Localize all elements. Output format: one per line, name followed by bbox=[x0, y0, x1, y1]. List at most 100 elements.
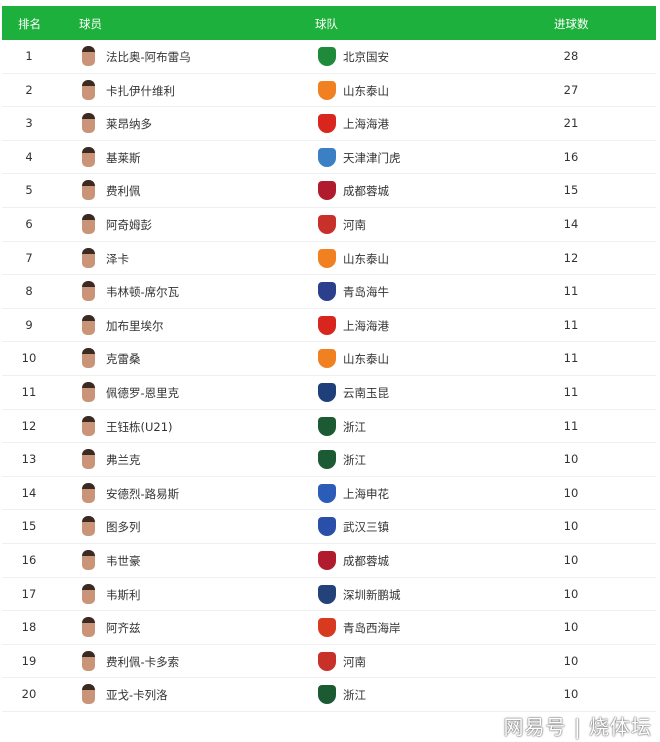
team-name: 浙江 bbox=[343, 453, 366, 468]
rank: 5 bbox=[25, 183, 33, 198]
goals: 27 bbox=[563, 82, 579, 97]
table-row: 12 王钰栋(U21) 浙江 11 bbox=[2, 410, 656, 444]
team-logo-icon bbox=[318, 483, 336, 503]
team-name: 上海海港 bbox=[343, 318, 389, 333]
rank: 7 bbox=[25, 250, 33, 265]
player-avatar-icon bbox=[82, 684, 95, 705]
goals: 21 bbox=[563, 116, 579, 131]
goals: 11 bbox=[563, 384, 579, 399]
goals: 10 bbox=[563, 552, 579, 567]
table-row: 1 法比奥-阿布雷乌 北京国安 28 bbox=[2, 40, 656, 74]
table-row: 4 基莱斯 天津津门虎 16 bbox=[2, 141, 656, 175]
team-logo-icon bbox=[318, 584, 336, 604]
player-name: 卡扎伊什维利 bbox=[106, 83, 175, 98]
team-name: 上海申花 bbox=[343, 486, 389, 501]
team-name: 青岛西海岸 bbox=[343, 621, 401, 636]
rank: 3 bbox=[25, 116, 33, 131]
table-row: 20 亚戈-卡列洛 浙江 10 bbox=[2, 678, 656, 712]
player-avatar-icon bbox=[82, 617, 95, 638]
player-avatar-icon bbox=[82, 381, 95, 402]
team-logo-icon bbox=[318, 618, 336, 638]
player-avatar-icon bbox=[82, 46, 95, 66]
header-rank: 排名 bbox=[18, 17, 41, 31]
team-logo-icon bbox=[318, 147, 336, 167]
goals: 11 bbox=[563, 284, 579, 299]
player-avatar-icon bbox=[82, 516, 95, 537]
team-name: 河南 bbox=[343, 217, 366, 232]
goals: 28 bbox=[563, 49, 579, 63]
team-name: 武汉三镇 bbox=[343, 520, 389, 535]
rank: 12 bbox=[21, 418, 37, 433]
player-name: 费利佩-卡多索 bbox=[106, 654, 180, 669]
player-name: 图多列 bbox=[106, 520, 141, 535]
table-row: 17 韦斯利 深圳新鹏城 10 bbox=[2, 578, 656, 612]
table-row: 7 泽卡 山东泰山 12 bbox=[2, 242, 656, 276]
rank: 15 bbox=[21, 519, 37, 534]
table-row: 5 费利佩 成都蓉城 15 bbox=[2, 174, 656, 208]
player-avatar-icon bbox=[82, 247, 95, 268]
goals: 11 bbox=[563, 351, 579, 366]
goals: 10 bbox=[563, 620, 579, 635]
player-avatar-icon bbox=[82, 348, 95, 369]
goals: 12 bbox=[563, 250, 579, 265]
goals: 10 bbox=[563, 687, 579, 702]
rank: 4 bbox=[25, 149, 33, 164]
table-row: 10 克雷桑 山东泰山 11 bbox=[2, 342, 656, 376]
player-name: 基莱斯 bbox=[106, 150, 141, 165]
goals: 16 bbox=[563, 149, 579, 164]
player-name: 克雷桑 bbox=[106, 352, 141, 367]
team-name: 山东泰山 bbox=[343, 83, 389, 98]
team-logo-icon bbox=[318, 248, 336, 268]
team-name: 成都蓉城 bbox=[343, 184, 389, 199]
player-name: 加布里埃尔 bbox=[106, 318, 164, 333]
player-name: 佩德罗-恩里克 bbox=[106, 385, 180, 400]
goals: 10 bbox=[563, 485, 579, 500]
team-name: 天津津门虎 bbox=[343, 150, 401, 165]
team-logo-icon bbox=[318, 181, 336, 201]
player-name: 阿奇姆彭 bbox=[106, 217, 152, 232]
rank: 13 bbox=[21, 452, 37, 467]
rank: 16 bbox=[21, 552, 37, 567]
table-row: 11 佩德罗-恩里克 云南玉昆 11 bbox=[2, 376, 656, 410]
goals: 15 bbox=[563, 183, 579, 198]
team-logo-icon bbox=[318, 315, 336, 335]
goals: 10 bbox=[563, 452, 579, 467]
player-avatar-icon bbox=[82, 449, 95, 470]
team-name: 山东泰山 bbox=[343, 251, 389, 266]
team-logo-icon bbox=[318, 450, 336, 470]
player-name: 法比奥-阿布雷乌 bbox=[106, 50, 191, 64]
table-row: 14 安德烈-路易斯 上海申花 10 bbox=[2, 477, 656, 511]
player-avatar-icon bbox=[82, 482, 95, 503]
player-name: 阿齐兹 bbox=[106, 621, 141, 636]
goals: 11 bbox=[563, 418, 579, 433]
player-avatar-icon bbox=[82, 583, 95, 604]
player-avatar-icon bbox=[82, 415, 95, 436]
rank: 18 bbox=[21, 620, 37, 635]
team-name: 北京国安 bbox=[343, 50, 389, 64]
rank: 11 bbox=[21, 384, 37, 399]
rank: 17 bbox=[21, 586, 37, 601]
goals: 10 bbox=[563, 653, 579, 668]
table-header: 排名 球员 球队 进球数 bbox=[2, 6, 656, 40]
team-logo-icon bbox=[318, 651, 336, 671]
player-name: 莱昂纳多 bbox=[106, 117, 152, 132]
table-row: 2 卡扎伊什维利 山东泰山 27 bbox=[2, 74, 656, 108]
team-logo-icon bbox=[318, 114, 336, 134]
player-name: 安德烈-路易斯 bbox=[106, 486, 180, 501]
rank: 6 bbox=[25, 216, 33, 231]
team-name: 青岛海牛 bbox=[343, 285, 389, 300]
rank: 20 bbox=[21, 687, 37, 702]
team-name: 河南 bbox=[343, 654, 366, 669]
player-name: 亚戈-卡列洛 bbox=[106, 688, 168, 703]
team-logo-icon bbox=[318, 685, 336, 705]
player-name: 韦林顿-席尔瓦 bbox=[106, 285, 180, 300]
header-player: 球员 bbox=[79, 17, 102, 31]
rank: 14 bbox=[21, 485, 37, 500]
table-row: 9 加布里埃尔 上海海港 11 bbox=[2, 309, 656, 343]
team-name: 浙江 bbox=[343, 419, 366, 434]
player-name: 王钰栋(U21) bbox=[106, 419, 173, 434]
player-avatar-icon bbox=[82, 281, 95, 302]
player-avatar-icon bbox=[82, 113, 95, 134]
table-row: 19 费利佩-卡多索 河南 10 bbox=[2, 645, 656, 679]
scorers-table: 1 法比奥-阿布雷乌 北京国安 28 2 卡扎伊什维利 山东泰山 27 3 莱昂纳多… bbox=[2, 40, 656, 712]
